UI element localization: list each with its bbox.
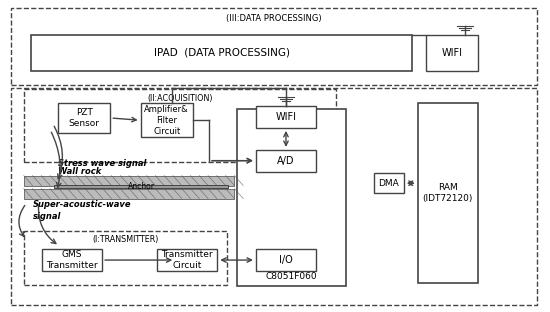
Text: IPAD  (DATA PROCESSING): IPAD (DATA PROCESSING) [153,48,289,58]
Text: RAM
(IDT72120): RAM (IDT72120) [422,183,473,203]
FancyBboxPatch shape [236,110,346,286]
FancyBboxPatch shape [157,249,217,271]
FancyBboxPatch shape [256,106,316,128]
FancyBboxPatch shape [42,249,102,271]
Text: WIFI: WIFI [276,112,296,122]
FancyBboxPatch shape [54,185,228,188]
Text: I/O: I/O [279,255,293,265]
Text: DMA: DMA [378,179,399,188]
FancyBboxPatch shape [141,103,192,137]
FancyBboxPatch shape [31,35,412,71]
FancyBboxPatch shape [24,189,234,198]
Text: C8051F060: C8051F060 [266,272,317,281]
FancyBboxPatch shape [256,249,316,271]
Text: GMS
Transmitter: GMS Transmitter [46,250,98,270]
Text: (II:ACQUISITION): (II:ACQUISITION) [147,94,213,103]
Text: WIFI: WIFI [442,48,463,58]
FancyBboxPatch shape [417,103,478,283]
FancyBboxPatch shape [374,173,404,193]
Text: Wall rock: Wall rock [58,167,102,176]
FancyBboxPatch shape [256,150,316,172]
Text: Anchor: Anchor [128,182,155,191]
Text: Super-acoustic-wave
signal: Super-acoustic-wave signal [32,200,131,221]
FancyBboxPatch shape [58,103,111,133]
Text: Transmitter
Circuit: Transmitter Circuit [161,250,213,270]
Text: PZT
Sensor: PZT Sensor [69,108,100,128]
Text: A/D: A/D [277,156,295,166]
Text: (I:TRANSMITTER): (I:TRANSMITTER) [92,235,158,244]
FancyBboxPatch shape [24,176,234,186]
FancyBboxPatch shape [426,35,478,71]
Text: Amplifier&
Filter
Circuit: Amplifier& Filter Circuit [144,105,189,136]
Text: Stress wave signal: Stress wave signal [58,159,147,168]
Text: (III:DATA PROCESSING): (III:DATA PROCESSING) [226,14,322,23]
